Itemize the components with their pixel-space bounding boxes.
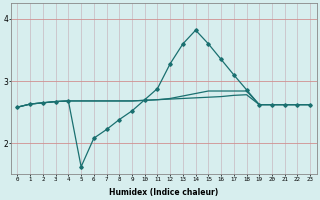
X-axis label: Humidex (Indice chaleur): Humidex (Indice chaleur) bbox=[109, 188, 219, 197]
